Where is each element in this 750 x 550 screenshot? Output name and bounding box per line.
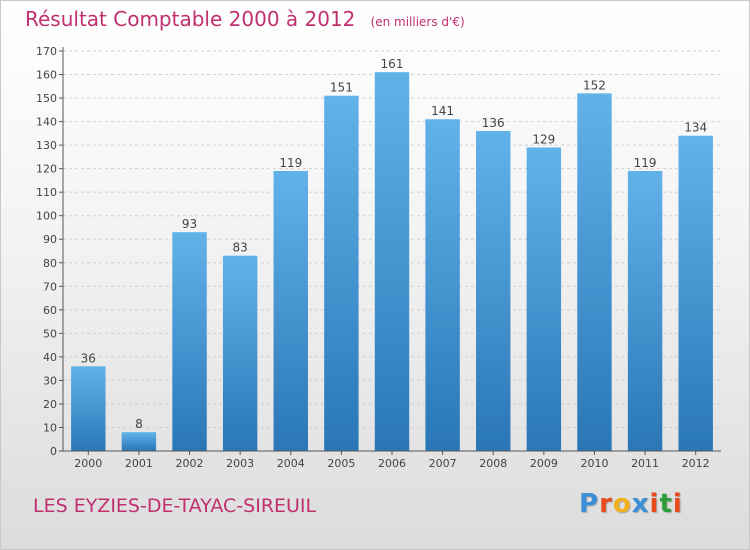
y-tick-label: 40 <box>43 351 57 364</box>
data-label: 136 <box>482 116 505 130</box>
y-tick-label: 130 <box>36 139 57 152</box>
data-label: 93 <box>182 217 197 231</box>
y-tick-label: 160 <box>36 69 57 82</box>
x-tick-label: 2004 <box>277 457 305 470</box>
data-label: 129 <box>532 132 555 146</box>
axes: 0 10 20 30 40 50 60 70 80 90 100 110 120 130 140 150 160… <box>36 45 721 470</box>
y-tick-label: 50 <box>43 327 57 340</box>
x-tick-label: 2000 <box>74 457 102 470</box>
bar <box>476 131 511 451</box>
data-label: 8 <box>135 417 143 431</box>
data-label: 152 <box>583 78 606 92</box>
bar <box>425 119 460 451</box>
bar <box>678 135 713 452</box>
x-tick-label: 2007 <box>429 457 457 470</box>
y-tick-label: 100 <box>36 210 57 223</box>
bar <box>577 93 612 452</box>
data-label: 134 <box>684 121 707 135</box>
y-tick-label: 170 <box>36 45 57 58</box>
x-tick-label: 2008 <box>479 457 507 470</box>
x-tick-label: 2003 <box>226 457 254 470</box>
data-label: 36 <box>81 351 96 365</box>
x-tick-label: 2012 <box>682 457 710 470</box>
bar <box>324 95 359 452</box>
y-tick-label: 120 <box>36 163 57 176</box>
commune-name: LES EYZIES-DE-TAYAC-SIREUIL <box>33 495 317 517</box>
data-label: 83 <box>233 241 248 255</box>
y-tick-label: 140 <box>36 116 57 129</box>
x-tick-label: 2009 <box>530 457 558 470</box>
y-tick-label: 110 <box>36 186 57 199</box>
data-label: 119 <box>634 156 657 170</box>
chart-title: Résultat Comptable 2000 à 2012 <box>25 7 356 31</box>
bar <box>526 147 562 451</box>
x-tick-label: 2005 <box>327 457 355 470</box>
bar <box>222 255 258 451</box>
proxiti-logo[interactable]: Proxiti <box>579 489 683 519</box>
y-tick-label: 30 <box>43 374 57 387</box>
bars: 36 8 93 83 119 151 161 141 136 129 152 119 134 <box>71 57 713 452</box>
data-label: 151 <box>330 81 353 95</box>
bar <box>273 171 308 451</box>
bar <box>172 232 207 451</box>
bar <box>374 72 410 452</box>
bar <box>71 366 106 451</box>
y-tick-label: 90 <box>43 233 57 246</box>
bar <box>121 432 157 451</box>
data-label: 161 <box>381 57 404 71</box>
x-tick-label: 2002 <box>176 457 204 470</box>
y-tick-label: 60 <box>43 304 57 317</box>
y-tick-label: 10 <box>43 421 57 434</box>
chart-title-block: Résultat Comptable 2000 à 2012 (en milli… <box>25 7 465 31</box>
chart-unit: (en milliers d'€) <box>370 15 465 29</box>
x-tick-label: 2010 <box>580 457 608 470</box>
y-tick-label: 70 <box>43 280 57 293</box>
y-tick-label: 20 <box>43 398 57 411</box>
x-tick-label: 2001 <box>125 457 153 470</box>
data-label: 141 <box>431 104 454 118</box>
y-tick-label: 0 <box>50 445 57 458</box>
data-label: 119 <box>279 156 302 170</box>
x-tick-label: 2011 <box>631 457 659 470</box>
x-tick-label: 2006 <box>378 457 406 470</box>
bar <box>627 171 663 451</box>
y-tick-label: 80 <box>43 257 57 270</box>
y-tick-label: 150 <box>36 92 57 105</box>
